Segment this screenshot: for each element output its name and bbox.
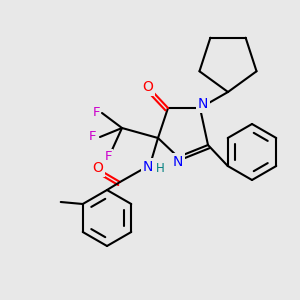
Text: O: O [93, 161, 104, 175]
Text: N: N [173, 155, 183, 169]
Text: F: F [104, 151, 112, 164]
Text: O: O [142, 80, 153, 94]
Text: N: N [198, 97, 208, 111]
Text: H: H [156, 163, 164, 176]
Text: N: N [143, 160, 153, 174]
Text: F: F [89, 130, 97, 143]
Text: F: F [92, 106, 100, 118]
